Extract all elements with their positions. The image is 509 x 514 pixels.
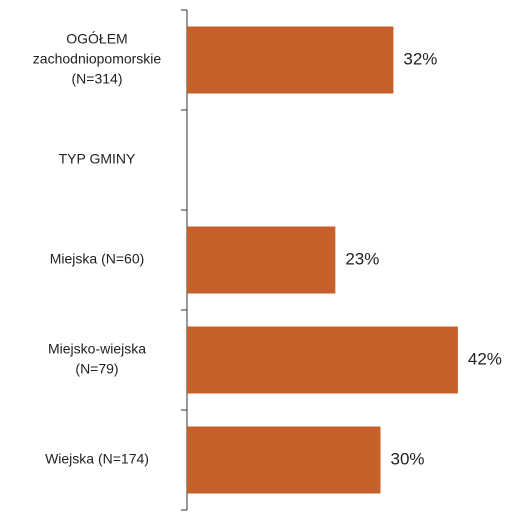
category-label: (N=314): [72, 71, 123, 87]
category-label: (N=79): [75, 361, 118, 377]
category-label: TYP GMINY: [59, 151, 136, 167]
category-label: Miejsko-wiejska: [48, 341, 146, 357]
category-label: Wiejska (N=174): [45, 451, 149, 467]
bar: [187, 326, 458, 394]
category-label: OGÓŁEM: [66, 31, 127, 47]
value-label: 32%: [403, 49, 437, 68]
bar: [187, 26, 394, 94]
bar: [187, 226, 336, 294]
category-label: Miejska (N=60): [50, 251, 145, 267]
bar: [187, 426, 381, 494]
category-label: zachodniopomorskie: [33, 51, 162, 67]
value-label: 30%: [391, 449, 425, 468]
value-label: 23%: [345, 249, 379, 268]
value-label: 42%: [468, 349, 502, 368]
